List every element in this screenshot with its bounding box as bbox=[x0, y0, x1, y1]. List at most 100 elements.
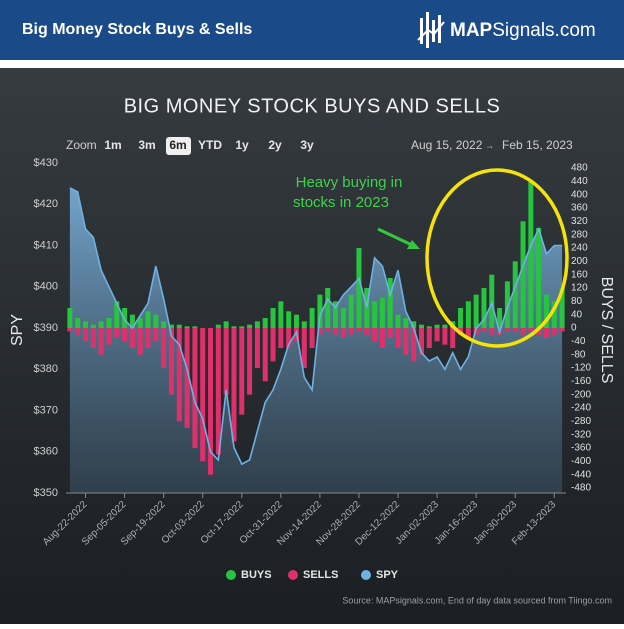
source-note: Source: MAPsignals.com, End of day data … bbox=[342, 595, 612, 605]
y2-tick-label: 80 bbox=[571, 296, 583, 307]
y2-tick-label: 120 bbox=[571, 283, 588, 294]
bar bbox=[114, 301, 120, 328]
bar bbox=[372, 328, 378, 342]
bar bbox=[426, 326, 432, 328]
zoom-button[interactable]: 2y bbox=[268, 138, 282, 152]
bar bbox=[286, 328, 292, 348]
bar bbox=[442, 328, 448, 345]
bar bbox=[270, 328, 276, 362]
header-title: Big Money Stock Buys & Sells bbox=[22, 21, 252, 38]
legend-marker bbox=[226, 570, 236, 580]
bar bbox=[473, 328, 479, 335]
bar bbox=[106, 328, 112, 345]
annotation-line: stocks in 2023 bbox=[293, 194, 389, 211]
y2-tick-label: 480 bbox=[571, 163, 588, 174]
bar bbox=[145, 328, 151, 348]
bar bbox=[325, 288, 331, 328]
bar bbox=[411, 321, 417, 328]
bar bbox=[83, 321, 89, 328]
y-tick-label: $350 bbox=[34, 487, 58, 499]
y-tick-label: $420 bbox=[34, 198, 58, 210]
y2-tick-label: 400 bbox=[571, 189, 588, 200]
bar bbox=[192, 326, 198, 328]
bar bbox=[208, 328, 214, 475]
bar bbox=[145, 311, 151, 328]
y2-axis-label: BUYS / SELLS bbox=[598, 277, 615, 384]
bar bbox=[301, 328, 307, 368]
bar bbox=[543, 294, 549, 328]
bar bbox=[231, 326, 237, 328]
chart-title: BIG MONEY STOCK BUYS AND SELLS bbox=[124, 95, 501, 117]
y2-tick-label: -120 bbox=[571, 363, 591, 374]
annotation-line: Heavy buying in bbox=[296, 174, 403, 191]
y2-tick-label: 360 bbox=[571, 203, 588, 214]
y2-tick-label: -400 bbox=[571, 456, 591, 467]
annotation-arrowhead bbox=[407, 240, 420, 249]
bar bbox=[520, 328, 526, 335]
bar bbox=[512, 261, 518, 328]
zoom-button[interactable]: 1m bbox=[104, 138, 121, 152]
bar bbox=[536, 328, 542, 335]
y2-tick-label: 240 bbox=[571, 243, 588, 254]
bar bbox=[333, 328, 339, 335]
bar bbox=[192, 328, 198, 448]
zoom-button[interactable]: 1y bbox=[235, 138, 249, 152]
bar bbox=[512, 328, 518, 332]
bar bbox=[247, 328, 253, 395]
bar bbox=[83, 328, 89, 342]
zoom-button[interactable]: YTD bbox=[198, 138, 222, 152]
y-tick-label: $430 bbox=[34, 157, 58, 169]
bar bbox=[536, 228, 542, 328]
y-tick-label: $380 bbox=[34, 363, 58, 375]
bar bbox=[465, 328, 471, 338]
y2-tick-label: -80 bbox=[571, 349, 586, 360]
bar bbox=[340, 308, 346, 328]
highlight-circle bbox=[425, 168, 569, 348]
bar bbox=[200, 328, 206, 462]
bar bbox=[395, 328, 401, 348]
y2-tick-label: 40 bbox=[571, 309, 583, 320]
bar bbox=[348, 328, 354, 335]
zoom-button-selected[interactable] bbox=[166, 137, 191, 155]
bar bbox=[90, 324, 96, 328]
bar bbox=[215, 324, 221, 328]
zoom-button[interactable]: 3m bbox=[138, 138, 155, 152]
spy-line bbox=[69, 187, 563, 466]
bar bbox=[528, 328, 534, 332]
bar bbox=[559, 288, 565, 328]
bar bbox=[67, 328, 73, 332]
bar bbox=[176, 328, 182, 422]
bar bbox=[543, 328, 549, 338]
bar bbox=[262, 328, 268, 382]
bar bbox=[426, 328, 432, 348]
bar bbox=[489, 274, 495, 328]
logo-rest: Signals.com bbox=[492, 20, 596, 41]
bar bbox=[278, 301, 284, 328]
zoom-button[interactable]: 3y bbox=[300, 138, 314, 152]
bar bbox=[379, 328, 385, 348]
bar bbox=[239, 328, 245, 415]
header-bar bbox=[0, 0, 624, 60]
bar bbox=[98, 321, 104, 328]
y2-tick-label: 280 bbox=[571, 229, 588, 240]
y2-tick-label: 200 bbox=[571, 256, 588, 267]
bar bbox=[348, 294, 354, 328]
zoom-button[interactable]: 6m bbox=[169, 138, 186, 152]
y-tick-label: $370 bbox=[34, 404, 58, 416]
bar bbox=[161, 328, 167, 368]
bar bbox=[411, 328, 417, 362]
bar bbox=[497, 308, 503, 328]
bar bbox=[333, 301, 339, 328]
bar bbox=[153, 314, 159, 328]
bar bbox=[122, 328, 128, 342]
bar bbox=[559, 328, 565, 332]
bar bbox=[364, 288, 370, 328]
bar bbox=[325, 328, 331, 332]
bar bbox=[184, 326, 190, 328]
bar bbox=[504, 328, 510, 332]
bar bbox=[520, 221, 526, 328]
bar bbox=[215, 328, 221, 455]
bar bbox=[153, 328, 159, 342]
bar bbox=[317, 328, 323, 335]
plot bbox=[67, 181, 565, 494]
